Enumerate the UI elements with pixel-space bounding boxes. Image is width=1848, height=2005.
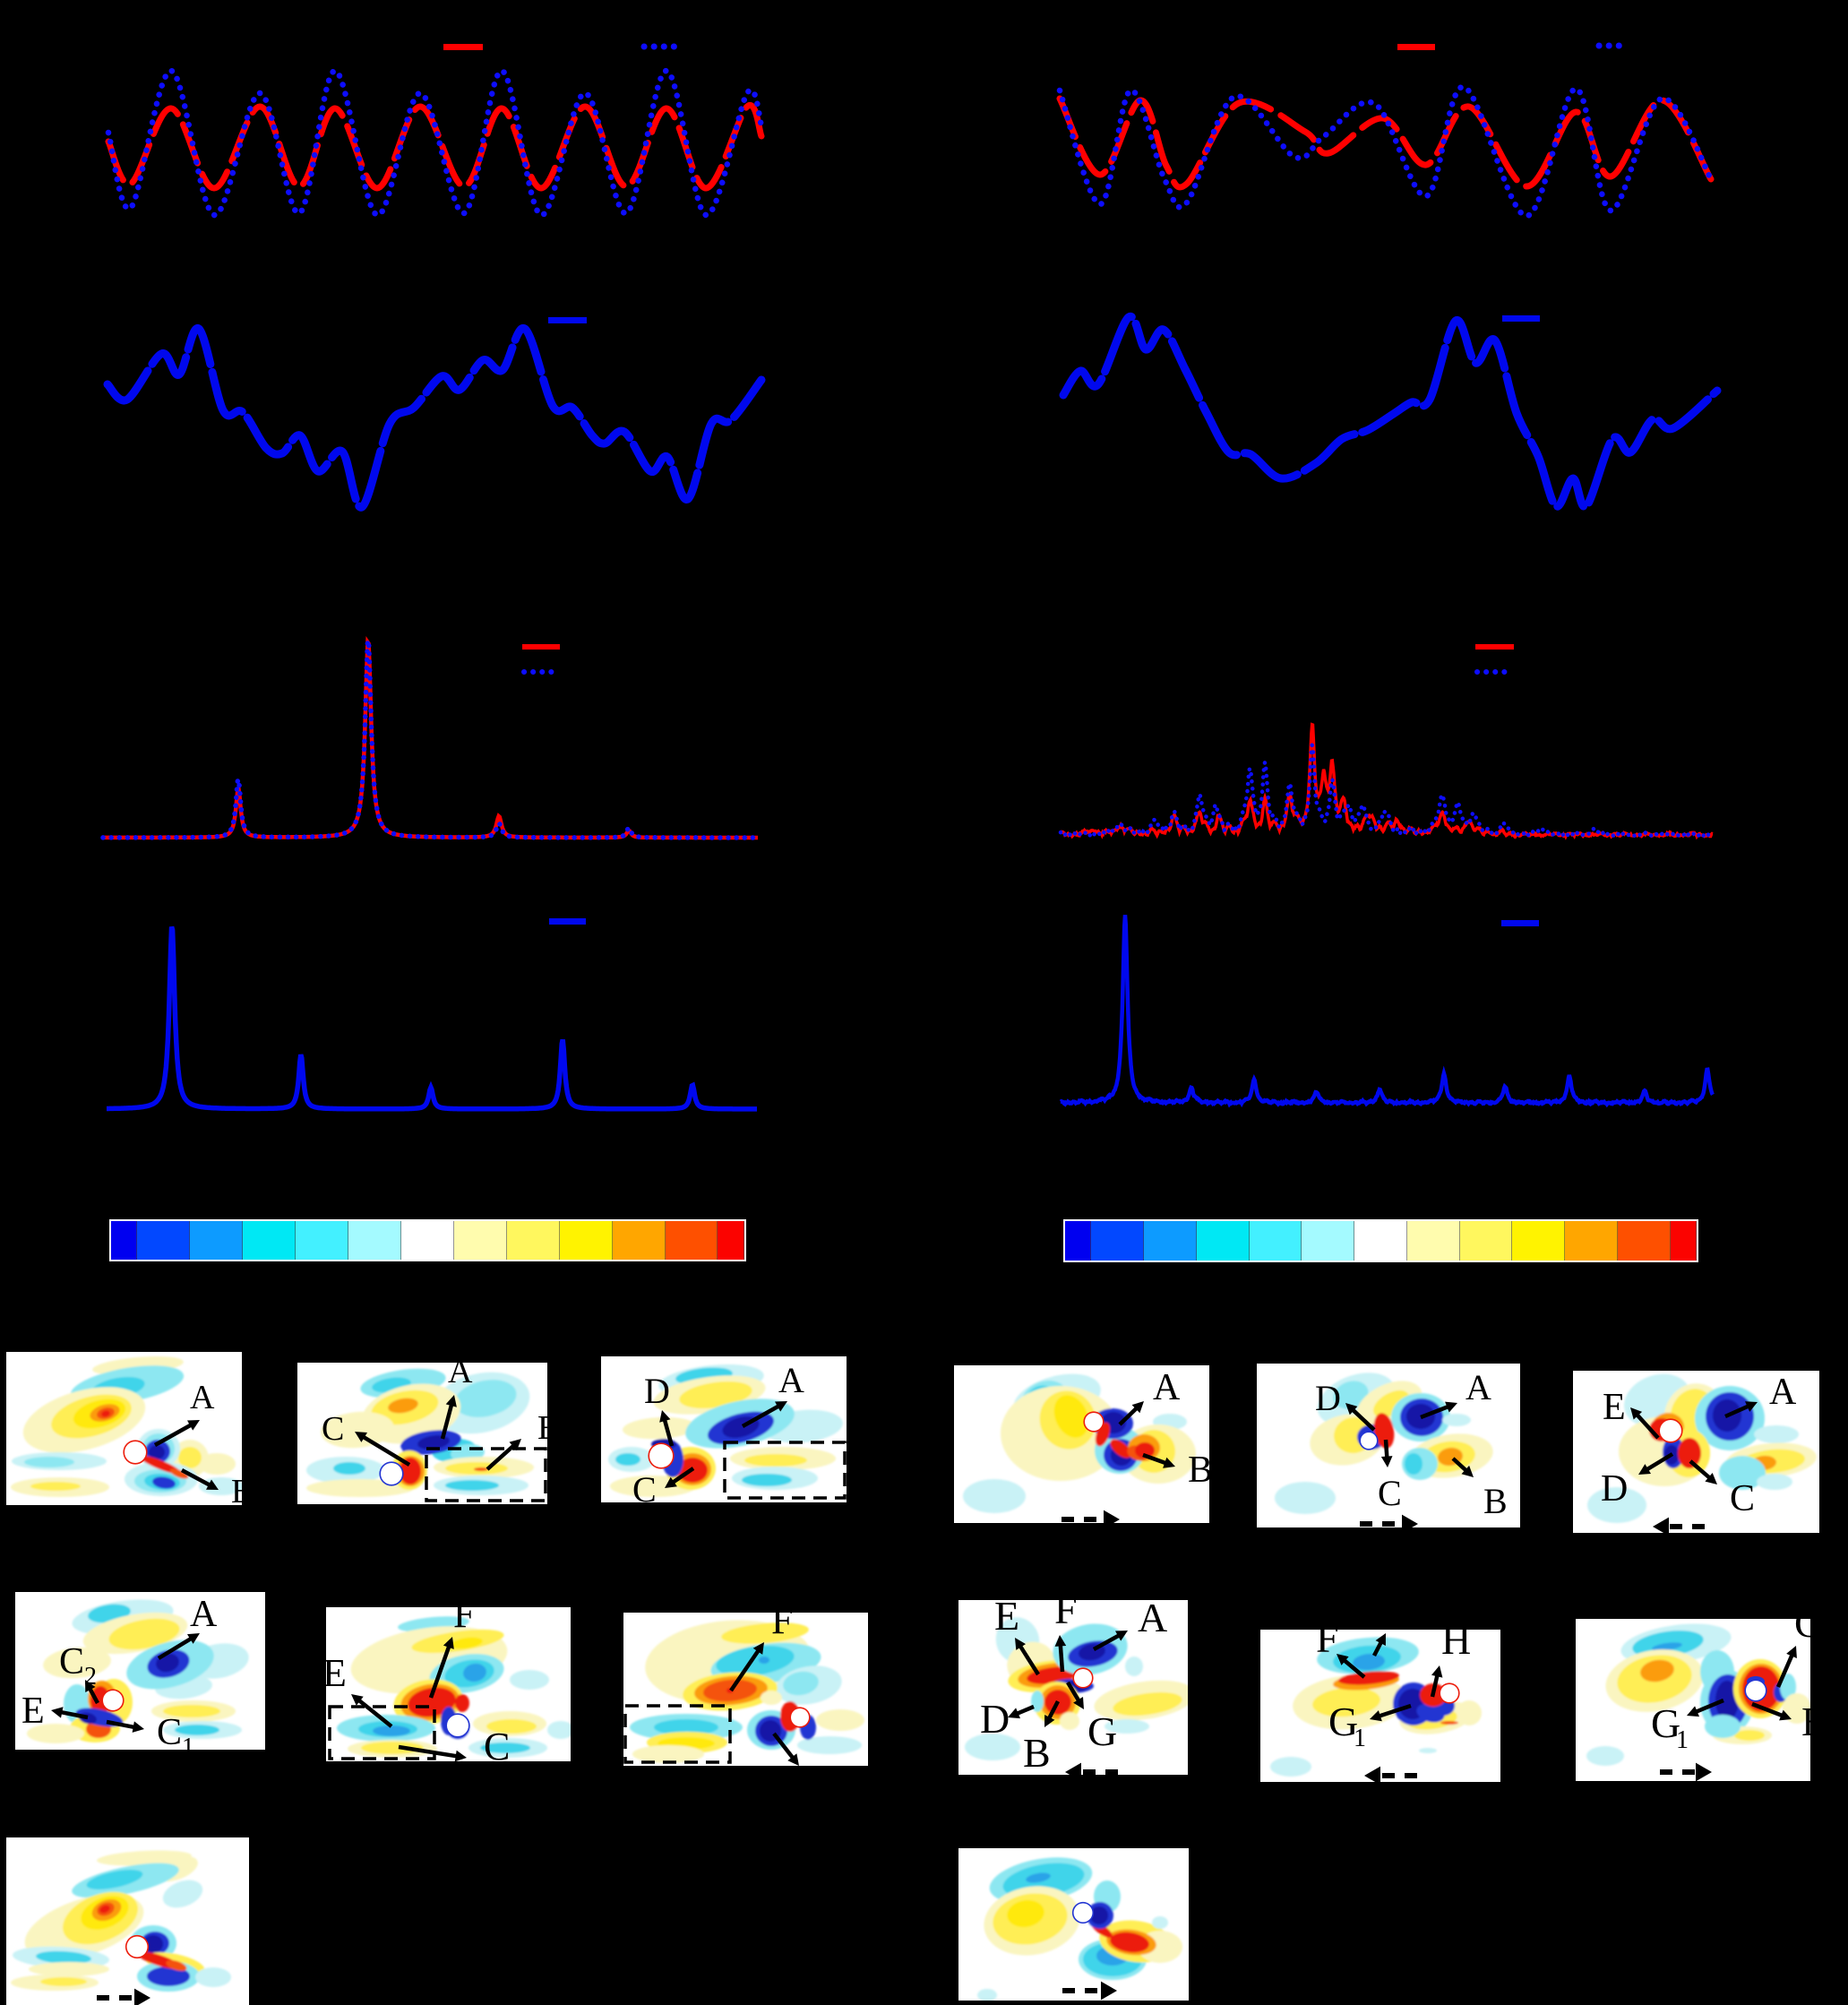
svg-text:A: A: [190, 1379, 215, 1416]
svg-text:G: G: [1651, 1700, 1680, 1746]
svg-text:E: E: [1603, 1387, 1626, 1428]
svg-text:C: C: [322, 1410, 344, 1448]
svg-text:H: H: [1441, 1630, 1471, 1663]
svg-text:C: C: [1730, 1478, 1755, 1519]
svg-text:F: F: [1054, 1600, 1078, 1632]
svg-text:A: A: [190, 1594, 218, 1635]
svg-text:F: F: [453, 1607, 475, 1636]
svg-text:E: E: [537, 1409, 547, 1447]
svg-text:G: G: [1328, 1699, 1358, 1744]
svg-text:C: C: [632, 1469, 657, 1502]
svg-text:B: B: [1188, 1450, 1209, 1491]
svg-text:F: F: [771, 1613, 793, 1642]
svg-text:B: B: [1483, 1481, 1508, 1521]
svg-text:E: E: [326, 1651, 347, 1695]
svg-text:B: B: [231, 1473, 242, 1505]
svg-text:E: E: [994, 1600, 1019, 1639]
svg-text:A: A: [1769, 1372, 1797, 1413]
svg-text:C: C: [1378, 1473, 1402, 1513]
svg-text:G: G: [1794, 1619, 1810, 1646]
svg-text:A: A: [778, 1360, 804, 1400]
svg-text:G: G: [1087, 1708, 1117, 1754]
svg-text:D: D: [1601, 1468, 1628, 1510]
svg-text:F: F: [1316, 1630, 1339, 1661]
svg-text:D: D: [980, 1696, 1010, 1742]
svg-text:A: A: [448, 1363, 473, 1390]
svg-text:C: C: [484, 1725, 510, 1761]
svg-text:C: C: [157, 1712, 182, 1750]
svg-text:D: D: [644, 1371, 670, 1411]
svg-text:A: A: [1466, 1367, 1491, 1407]
svg-text:B: B: [1023, 1730, 1051, 1775]
svg-text:E: E: [21, 1691, 45, 1732]
svg-text:1: 1: [1354, 1725, 1366, 1752]
svg-text:C: C: [59, 1641, 84, 1682]
svg-text:A: A: [1153, 1367, 1181, 1408]
svg-text:1: 1: [1676, 1726, 1689, 1754]
svg-text:1: 1: [182, 1734, 194, 1750]
svg-text:A: A: [1138, 1600, 1167, 1640]
svg-text:E: E: [1801, 1699, 1810, 1744]
svg-text:D: D: [1315, 1378, 1341, 1418]
